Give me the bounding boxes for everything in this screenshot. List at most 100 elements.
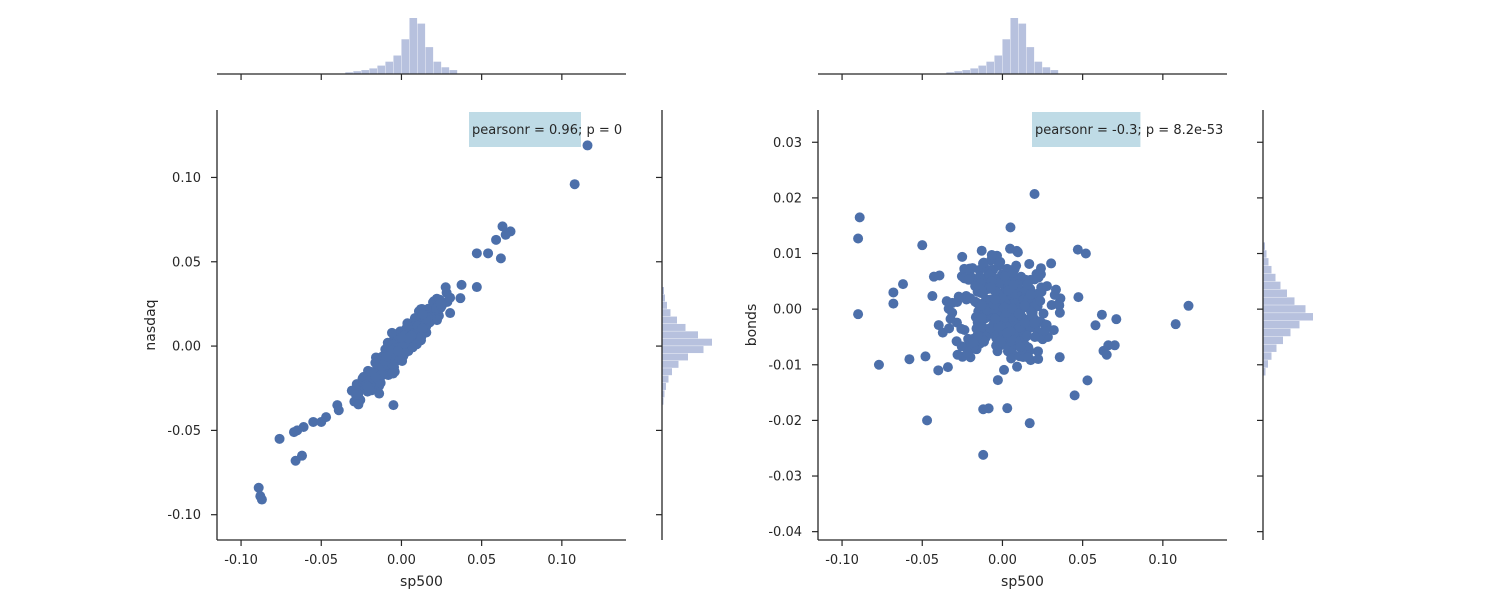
scatter-point (942, 362, 953, 373)
scatter-point (388, 400, 399, 411)
scatter-point (1038, 308, 1049, 319)
scatter-point (1029, 332, 1040, 343)
scatter-point (978, 404, 989, 415)
scatter-point (569, 179, 580, 190)
scatter-point (853, 233, 864, 244)
y-tick-label: -0.03 (768, 470, 802, 485)
right-hist-bar (1263, 360, 1268, 368)
scatter-point (1090, 320, 1101, 331)
scatter-point (995, 335, 1006, 346)
scatter-point (1050, 284, 1061, 295)
scatter-point (1082, 375, 1093, 386)
scatter-point (1109, 340, 1120, 351)
scatter-point (1002, 403, 1013, 414)
scatter-point (471, 248, 482, 259)
annotation-boxed-text: pearsonr = -0.3 (1035, 123, 1137, 138)
scatter-point (417, 309, 428, 320)
scatter-point (471, 282, 482, 293)
scatter-point (990, 294, 1001, 305)
scatter-point (962, 347, 973, 358)
scatter-point (1101, 349, 1112, 360)
scatter-point (316, 416, 327, 427)
scatter-point (582, 140, 593, 151)
y-tick-label: -0.05 (167, 424, 201, 439)
scatter-point (922, 415, 933, 426)
scatter-point (1022, 330, 1033, 341)
scatter-point (933, 365, 944, 376)
scatter-point (1046, 300, 1057, 311)
scatter-point (1029, 318, 1040, 329)
top-hist-bar (1026, 47, 1035, 74)
scatter-point (1041, 281, 1052, 292)
scatter-point (1023, 352, 1034, 363)
y-tick-label: 0.03 (773, 136, 802, 151)
top-hist-bar (433, 61, 442, 74)
top-hist-bar (954, 71, 962, 74)
top-hist-bar (1042, 67, 1051, 74)
y-tick-label: 0.01 (773, 247, 802, 262)
y-tick-label: 0.05 (172, 255, 201, 270)
scatter-point (977, 288, 988, 299)
top-hist-bar (417, 23, 426, 75)
scatter-point (1025, 289, 1036, 300)
scatter-point (1006, 353, 1017, 364)
scatter-point (1019, 300, 1030, 311)
right-hist-bar (662, 338, 712, 346)
top-hist-bar (1050, 70, 1059, 74)
joint-plot-bonds: -0.10 -0.05 0.00 0.05 0.10 -0.04 -0.03 -0.02 -0.… (744, 18, 1313, 590)
right-hist-bar (1263, 336, 1283, 345)
scatter-point (253, 482, 264, 493)
scatter-point (968, 337, 979, 348)
scatter-point (951, 336, 962, 347)
x-tick-label: 0.05 (1068, 553, 1097, 568)
scatter-point (1054, 352, 1065, 363)
scatter-point (288, 427, 299, 438)
scatter-point (1183, 300, 1194, 311)
right-hist-bar (662, 316, 677, 324)
x-tick-label: -0.10 (825, 553, 859, 568)
scatter-point (1002, 327, 1013, 338)
right-hist-bar (662, 397, 664, 405)
right-hist-bar (1263, 258, 1269, 266)
scatter-point (976, 312, 987, 323)
scatter-point (1046, 258, 1057, 269)
scatter-point (898, 279, 909, 290)
top-hist-bar (986, 61, 995, 74)
scatter-point (370, 372, 381, 383)
scatter-point (976, 245, 987, 256)
scatter-point (952, 349, 963, 360)
x-tick-label: 0.05 (467, 553, 496, 568)
top-hist-bar (1034, 61, 1043, 74)
scatter-point (978, 258, 989, 269)
right-hist-bar (1263, 289, 1287, 297)
x-tick-label: -0.05 (905, 553, 939, 568)
scatter-point (1111, 314, 1122, 325)
top-hist-bar (369, 68, 377, 74)
right-hist-bar (662, 353, 688, 361)
annotation-rest-text: ; p = 8.2e-53 (1137, 123, 1223, 138)
scatter-point (353, 399, 364, 410)
scatter-point (1029, 274, 1040, 285)
scatter-point (274, 433, 285, 444)
scatter-point (1035, 295, 1046, 306)
scatter-point (1080, 248, 1091, 259)
pearson-annotation: pearsonr = -0.3; p = 8.2e-53 (1032, 112, 1223, 147)
scatter-point (1069, 390, 1080, 401)
top-hist-bar (970, 68, 978, 74)
top-hist-bar (1010, 18, 1019, 74)
annotation-box (469, 112, 581, 147)
scatter-point (435, 298, 446, 309)
annotation-boxed-text: pearsonr = 0.96 (472, 123, 578, 138)
right-hist-bar (662, 294, 665, 302)
scatter-point (945, 313, 956, 324)
top-hist-bar (401, 39, 410, 74)
scatter-point (1096, 309, 1107, 320)
scatter-point (393, 346, 404, 357)
scatter-point (445, 308, 456, 319)
scatter-point (967, 263, 978, 274)
scatter-point (1035, 263, 1046, 274)
scatter-point (1054, 300, 1065, 311)
scatter-point (873, 359, 884, 370)
scatter-point (440, 282, 451, 293)
